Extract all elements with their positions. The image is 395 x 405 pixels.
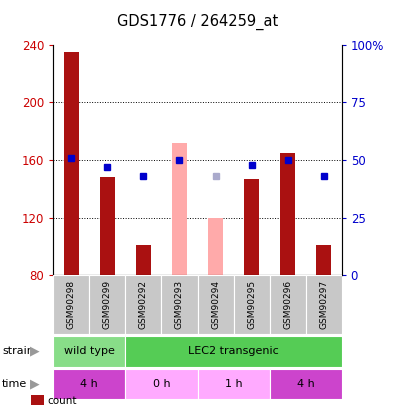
Bar: [162, 275, 198, 334]
Bar: [53, 369, 126, 399]
Text: 4 h: 4 h: [81, 379, 98, 389]
Bar: [126, 336, 342, 367]
Bar: [53, 275, 89, 334]
Bar: [172, 143, 187, 275]
Bar: [126, 369, 198, 399]
Text: GSM90299: GSM90299: [103, 280, 112, 329]
Text: GSM90292: GSM90292: [139, 280, 148, 329]
Bar: [233, 275, 270, 334]
Bar: [208, 217, 223, 275]
Bar: [270, 275, 306, 334]
Bar: [245, 179, 259, 275]
Bar: [64, 52, 79, 275]
Text: strain: strain: [2, 346, 34, 356]
Text: GSM90293: GSM90293: [175, 280, 184, 329]
Text: LEC2 transgenic: LEC2 transgenic: [188, 346, 279, 356]
Bar: [306, 275, 342, 334]
Bar: [53, 336, 126, 367]
Text: time: time: [2, 379, 27, 389]
Text: GSM90296: GSM90296: [283, 280, 292, 329]
Text: wild type: wild type: [64, 346, 115, 356]
Bar: [280, 153, 295, 275]
Text: ▶: ▶: [30, 345, 40, 358]
Bar: [316, 245, 331, 275]
Bar: [136, 245, 150, 275]
Text: 0 h: 0 h: [152, 379, 170, 389]
Bar: [270, 369, 342, 399]
Bar: [198, 275, 233, 334]
Text: ▶: ▶: [30, 377, 40, 390]
Text: GSM90297: GSM90297: [319, 280, 328, 329]
Text: count: count: [47, 396, 77, 405]
Bar: [89, 275, 126, 334]
Text: GSM90298: GSM90298: [67, 280, 76, 329]
Bar: [126, 275, 162, 334]
Bar: [100, 177, 115, 275]
Text: GSM90294: GSM90294: [211, 280, 220, 329]
Text: GDS1776 / 264259_at: GDS1776 / 264259_at: [117, 14, 278, 30]
Text: 1 h: 1 h: [225, 379, 243, 389]
Bar: [31, 395, 44, 405]
Text: GSM90295: GSM90295: [247, 280, 256, 329]
Text: 4 h: 4 h: [297, 379, 314, 389]
Bar: [198, 369, 270, 399]
